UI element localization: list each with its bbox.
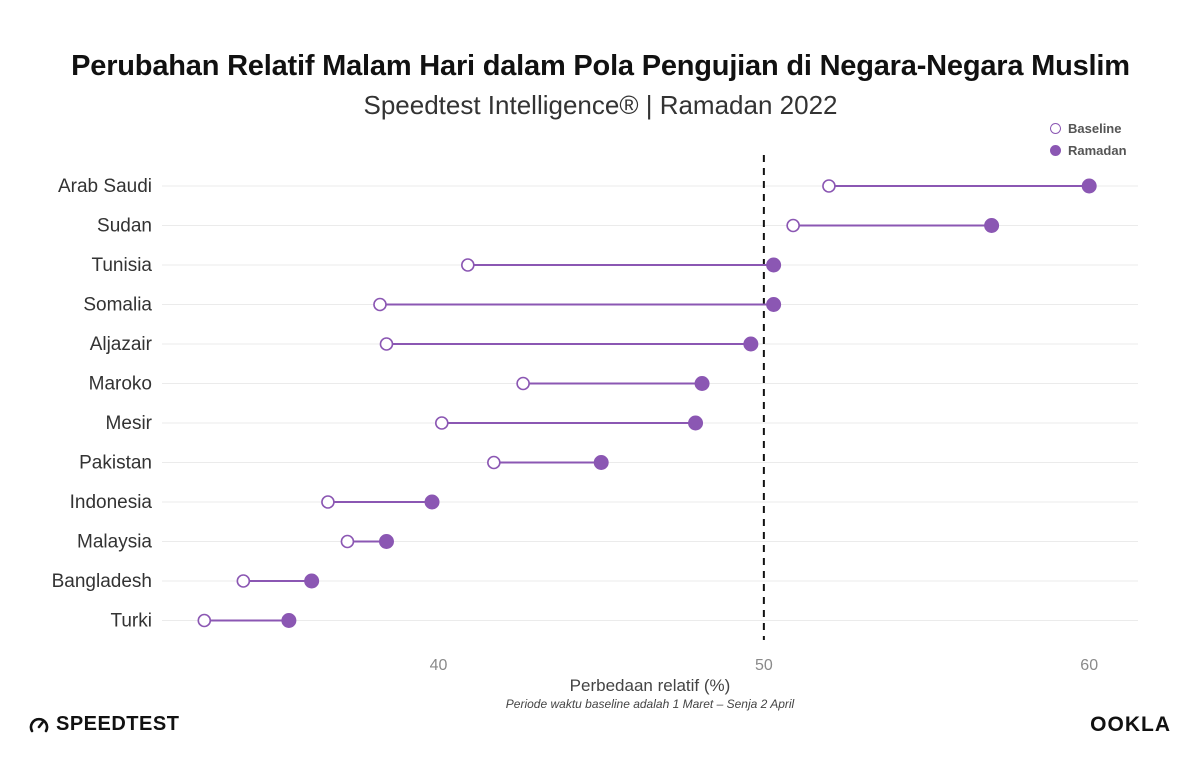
x-axis-title: Perbedaan relatif (%) xyxy=(569,676,731,695)
chart-subtitle: Speedtest Intelligence® | Ramadan 2022 xyxy=(363,90,838,120)
baseline-point xyxy=(340,534,355,549)
category-label: Sudan xyxy=(97,216,152,237)
category-label: Maroko xyxy=(89,374,152,395)
baseline-point xyxy=(373,297,387,312)
x-tick-label: 50 xyxy=(755,657,773,674)
ramadan-point xyxy=(766,257,782,273)
category-label: Mesir xyxy=(106,413,153,434)
legend-marker-baseline-icon xyxy=(1050,122,1061,134)
category-label: Malaysia xyxy=(77,532,152,553)
baseline-point xyxy=(822,179,836,193)
speedtest-logo: SPEEDTEST xyxy=(28,713,179,736)
ramadan-point xyxy=(766,297,782,312)
baseline-point xyxy=(197,613,212,628)
category-label: Aljazair xyxy=(90,334,153,355)
category-label: Bangladesh xyxy=(52,571,152,592)
baseline-point xyxy=(236,574,251,588)
baseline-point xyxy=(321,495,335,509)
chart-title: Perubahan Relatif Malam Hari dalam Pola … xyxy=(71,50,1130,82)
category-label: Arab Saudi xyxy=(58,176,152,197)
speedtest-wordmark: SPEEDTEST xyxy=(56,713,180,735)
legend-marker-ramadan-icon xyxy=(1050,144,1061,156)
ramadan-point xyxy=(378,534,394,549)
baseline-point xyxy=(786,218,800,233)
legend-item-baseline: Baseline xyxy=(1050,117,1127,139)
category-label: Pakistan xyxy=(79,453,152,474)
legend-label-baseline: Baseline xyxy=(1068,120,1122,136)
legend: Baseline Ramadan xyxy=(1050,117,1127,161)
category-label: Somalia xyxy=(83,295,152,316)
ramadan-point xyxy=(984,218,1000,233)
ramadan-point xyxy=(743,336,759,352)
legend-item-ramadan: Ramadan xyxy=(1050,139,1127,161)
x-tick-label: 60 xyxy=(1080,657,1098,674)
ramadan-point xyxy=(281,613,297,628)
footnote: Periode waktu baseline adalah 1 Maret – … xyxy=(505,697,795,711)
baseline-point xyxy=(379,337,394,351)
ramadan-point xyxy=(694,376,710,391)
speedometer-icon xyxy=(29,717,49,732)
legend-label-ramadan: Ramadan xyxy=(1068,142,1127,158)
category-label: Tunisia xyxy=(91,255,152,276)
ookla-logo: OOKLA xyxy=(1090,713,1171,736)
ramadan-point xyxy=(1081,178,1097,194)
category-label: Indonesia xyxy=(70,492,153,513)
ramadan-point xyxy=(424,494,440,510)
baseline-point xyxy=(487,455,501,470)
x-tick-label: 40 xyxy=(430,657,448,674)
baseline-point xyxy=(461,258,475,272)
baseline-point xyxy=(516,376,530,391)
ramadan-point xyxy=(593,455,609,470)
ramadan-point xyxy=(304,573,320,589)
category-label: Turki xyxy=(110,611,152,632)
baseline-point xyxy=(434,416,449,430)
ramadan-point xyxy=(688,415,704,431)
